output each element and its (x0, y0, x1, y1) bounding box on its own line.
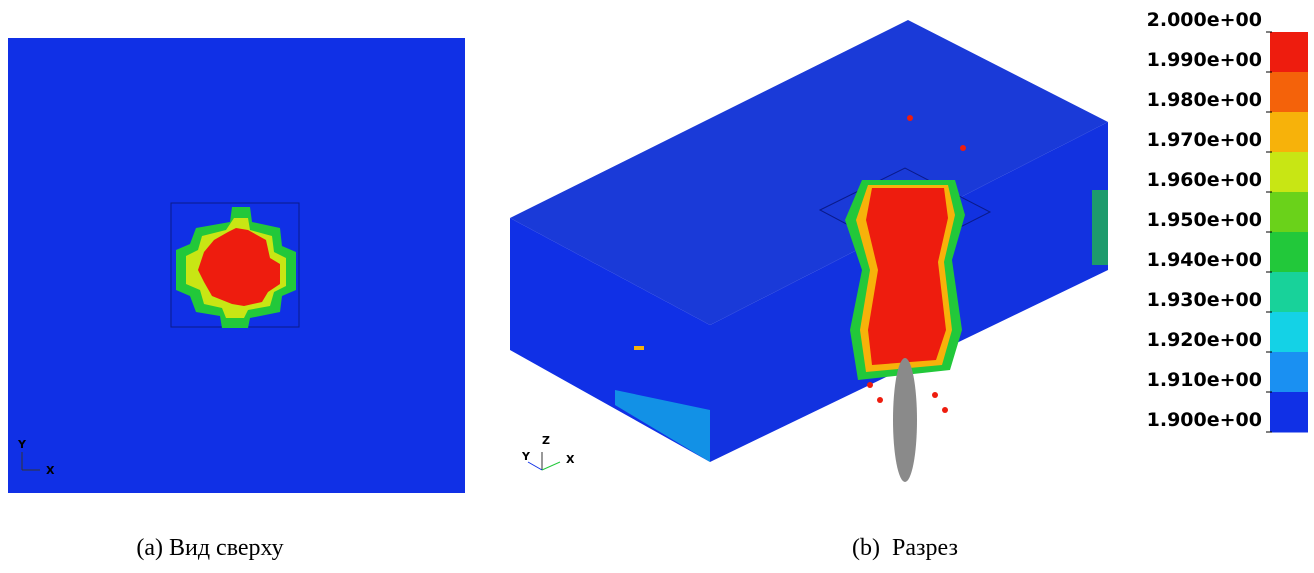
colorbar-band (1270, 312, 1308, 353)
colorbar-band (1270, 32, 1308, 73)
colorbar-band (1270, 152, 1308, 193)
colorbar-band (1270, 72, 1308, 113)
colorbar-label: 1.970e+00 (1147, 129, 1262, 151)
figure: Y X Y Z X (a) Вид сверху (b) Разрез 2.00… (0, 0, 1314, 573)
top-view: Y X (8, 38, 465, 493)
caption: (a) Вид сверху (136, 535, 283, 561)
section-view: Y Z X (510, 20, 1108, 482)
colorbar-label: 1.910e+00 (1147, 369, 1262, 391)
colorbar-label: 1.980e+00 (1147, 89, 1262, 111)
triad-label: Y (17, 438, 27, 451)
colorbar-label: 1.900e+00 (1147, 409, 1262, 431)
triad-label: Y (521, 450, 531, 463)
colorbar-band (1270, 392, 1308, 433)
triad-label: X (566, 453, 575, 466)
triad-label: X (46, 464, 55, 477)
colorbar: 2.000e+00 1.990e+00 1.980e+00 1.970e+00 1.96… (1147, 9, 1308, 433)
colorbar-band (1270, 272, 1308, 313)
colorbar-label: 1.950e+00 (1147, 209, 1262, 231)
colorbar-label: 1.960e+00 (1147, 169, 1262, 191)
colorbar-label: 1.990e+00 (1147, 49, 1262, 71)
colorbar-band (1270, 112, 1308, 153)
colorbar-band (1270, 352, 1308, 393)
colorbar-band (1270, 232, 1308, 273)
colorbar-label: 2.000e+00 (1147, 9, 1262, 31)
colorbar-label: 1.920e+00 (1147, 329, 1262, 351)
colorbar-label: 1.930e+00 (1147, 289, 1262, 311)
colorbar-label: 1.940e+00 (1147, 249, 1262, 271)
triad-label: Z (542, 434, 550, 447)
caption: (b) Разрез (852, 535, 958, 561)
colorbar-band (1270, 192, 1308, 233)
